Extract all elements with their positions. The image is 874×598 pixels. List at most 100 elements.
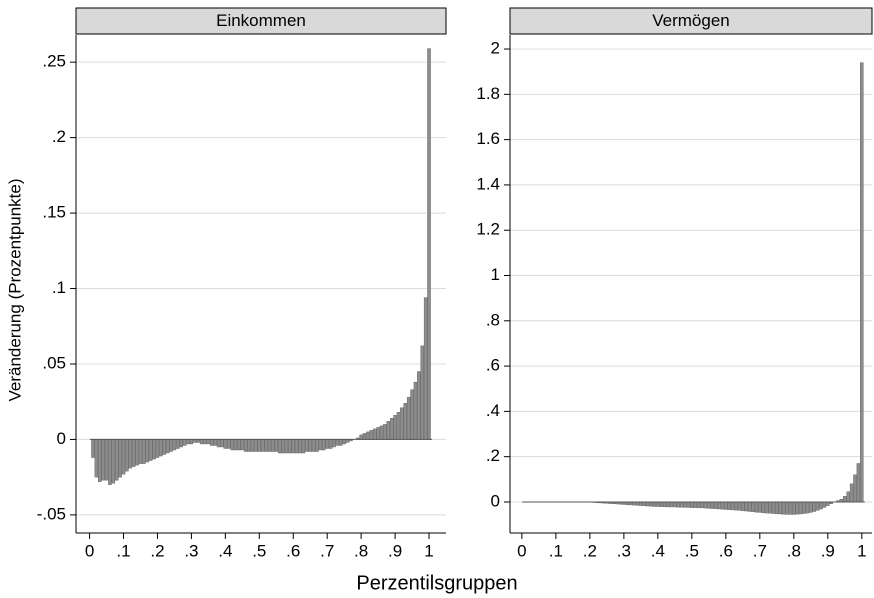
bar [805, 501, 810, 514]
bar [206, 439, 211, 445]
bar [325, 439, 329, 449]
bar [635, 501, 640, 506]
bar [260, 439, 265, 452]
bar [673, 501, 677, 508]
x-tick-label: .2 [150, 541, 164, 560]
panel-header [509, 7, 873, 35]
y-tick-label: -.05 [37, 504, 66, 523]
x-tick-label: .4 [218, 541, 232, 560]
bar [172, 439, 177, 451]
x-tick-label: .6 [286, 541, 300, 560]
bar [179, 439, 183, 448]
bar [662, 501, 667, 507]
bar [400, 407, 404, 440]
bar [220, 439, 224, 448]
bar [227, 439, 231, 449]
bar [683, 501, 687, 508]
bar [754, 501, 759, 513]
bar [690, 501, 694, 508]
x-tick-label: 1 [857, 541, 866, 560]
bar [666, 501, 670, 508]
x-tick-label: .5 [252, 541, 266, 560]
bar [223, 439, 228, 449]
bar [281, 439, 285, 454]
bar [366, 431, 370, 440]
x-tick-label: .1 [116, 541, 130, 560]
bar [91, 439, 95, 458]
bar [257, 439, 262, 452]
bar [308, 439, 312, 452]
bar [423, 297, 428, 440]
x-tick-label: 0 [85, 541, 94, 560]
bar [809, 501, 813, 513]
bar [142, 439, 146, 464]
bar [703, 501, 708, 509]
bar [98, 439, 102, 482]
y-tick-label: .4 [486, 401, 500, 420]
bar [216, 439, 221, 448]
bar [271, 439, 275, 452]
bar [135, 439, 139, 466]
x-tick-label: .2 [583, 541, 597, 560]
bar [815, 501, 820, 511]
bar [717, 501, 721, 510]
bar [264, 439, 268, 452]
bar [686, 501, 691, 508]
bar [162, 439, 166, 455]
bar [720, 501, 725, 510]
x-tick-label: .1 [549, 541, 563, 560]
bar [730, 501, 735, 511]
bar [294, 439, 299, 454]
bar [771, 501, 776, 514]
bar [186, 439, 190, 445]
bar [383, 424, 387, 440]
bar [339, 439, 343, 446]
bar [305, 439, 309, 452]
bar [203, 439, 207, 445]
bar [734, 501, 738, 511]
bar [115, 439, 119, 481]
bar [679, 501, 684, 508]
bar [376, 427, 380, 440]
panel-title: Einkommen [216, 11, 306, 30]
x-tick-label: .7 [753, 541, 767, 560]
y-tick-label: 2 [491, 39, 500, 58]
bar [101, 439, 105, 481]
bar [267, 439, 272, 452]
bar [250, 439, 255, 452]
bar [420, 345, 424, 440]
x-tick-label: .9 [821, 541, 835, 560]
bar [713, 501, 718, 509]
y-tick-label: 0 [491, 491, 500, 510]
bar [403, 403, 407, 440]
bar [155, 439, 160, 458]
panel-header [75, 7, 447, 35]
bar [335, 439, 340, 446]
bar [332, 439, 336, 448]
bar [849, 483, 854, 503]
bar [118, 439, 122, 478]
bar [751, 501, 755, 512]
bar [642, 501, 646, 507]
bar [676, 501, 680, 508]
bar [393, 415, 397, 440]
bar [758, 501, 762, 513]
bar [707, 501, 711, 509]
bar [798, 501, 803, 515]
y-tick-label: .05 [42, 353, 66, 372]
x-tick-label: .3 [617, 541, 631, 560]
bar [342, 439, 346, 445]
bar [165, 439, 170, 454]
bar [111, 439, 116, 484]
bar [727, 501, 731, 510]
bar [121, 439, 126, 475]
bar [176, 439, 180, 449]
bar [199, 439, 204, 445]
bar [656, 501, 660, 507]
y-tick-label: 1.8 [476, 84, 500, 103]
bar [639, 501, 643, 506]
bar [700, 501, 704, 509]
bar [291, 439, 295, 454]
panel-title: Vermögen [652, 11, 730, 30]
